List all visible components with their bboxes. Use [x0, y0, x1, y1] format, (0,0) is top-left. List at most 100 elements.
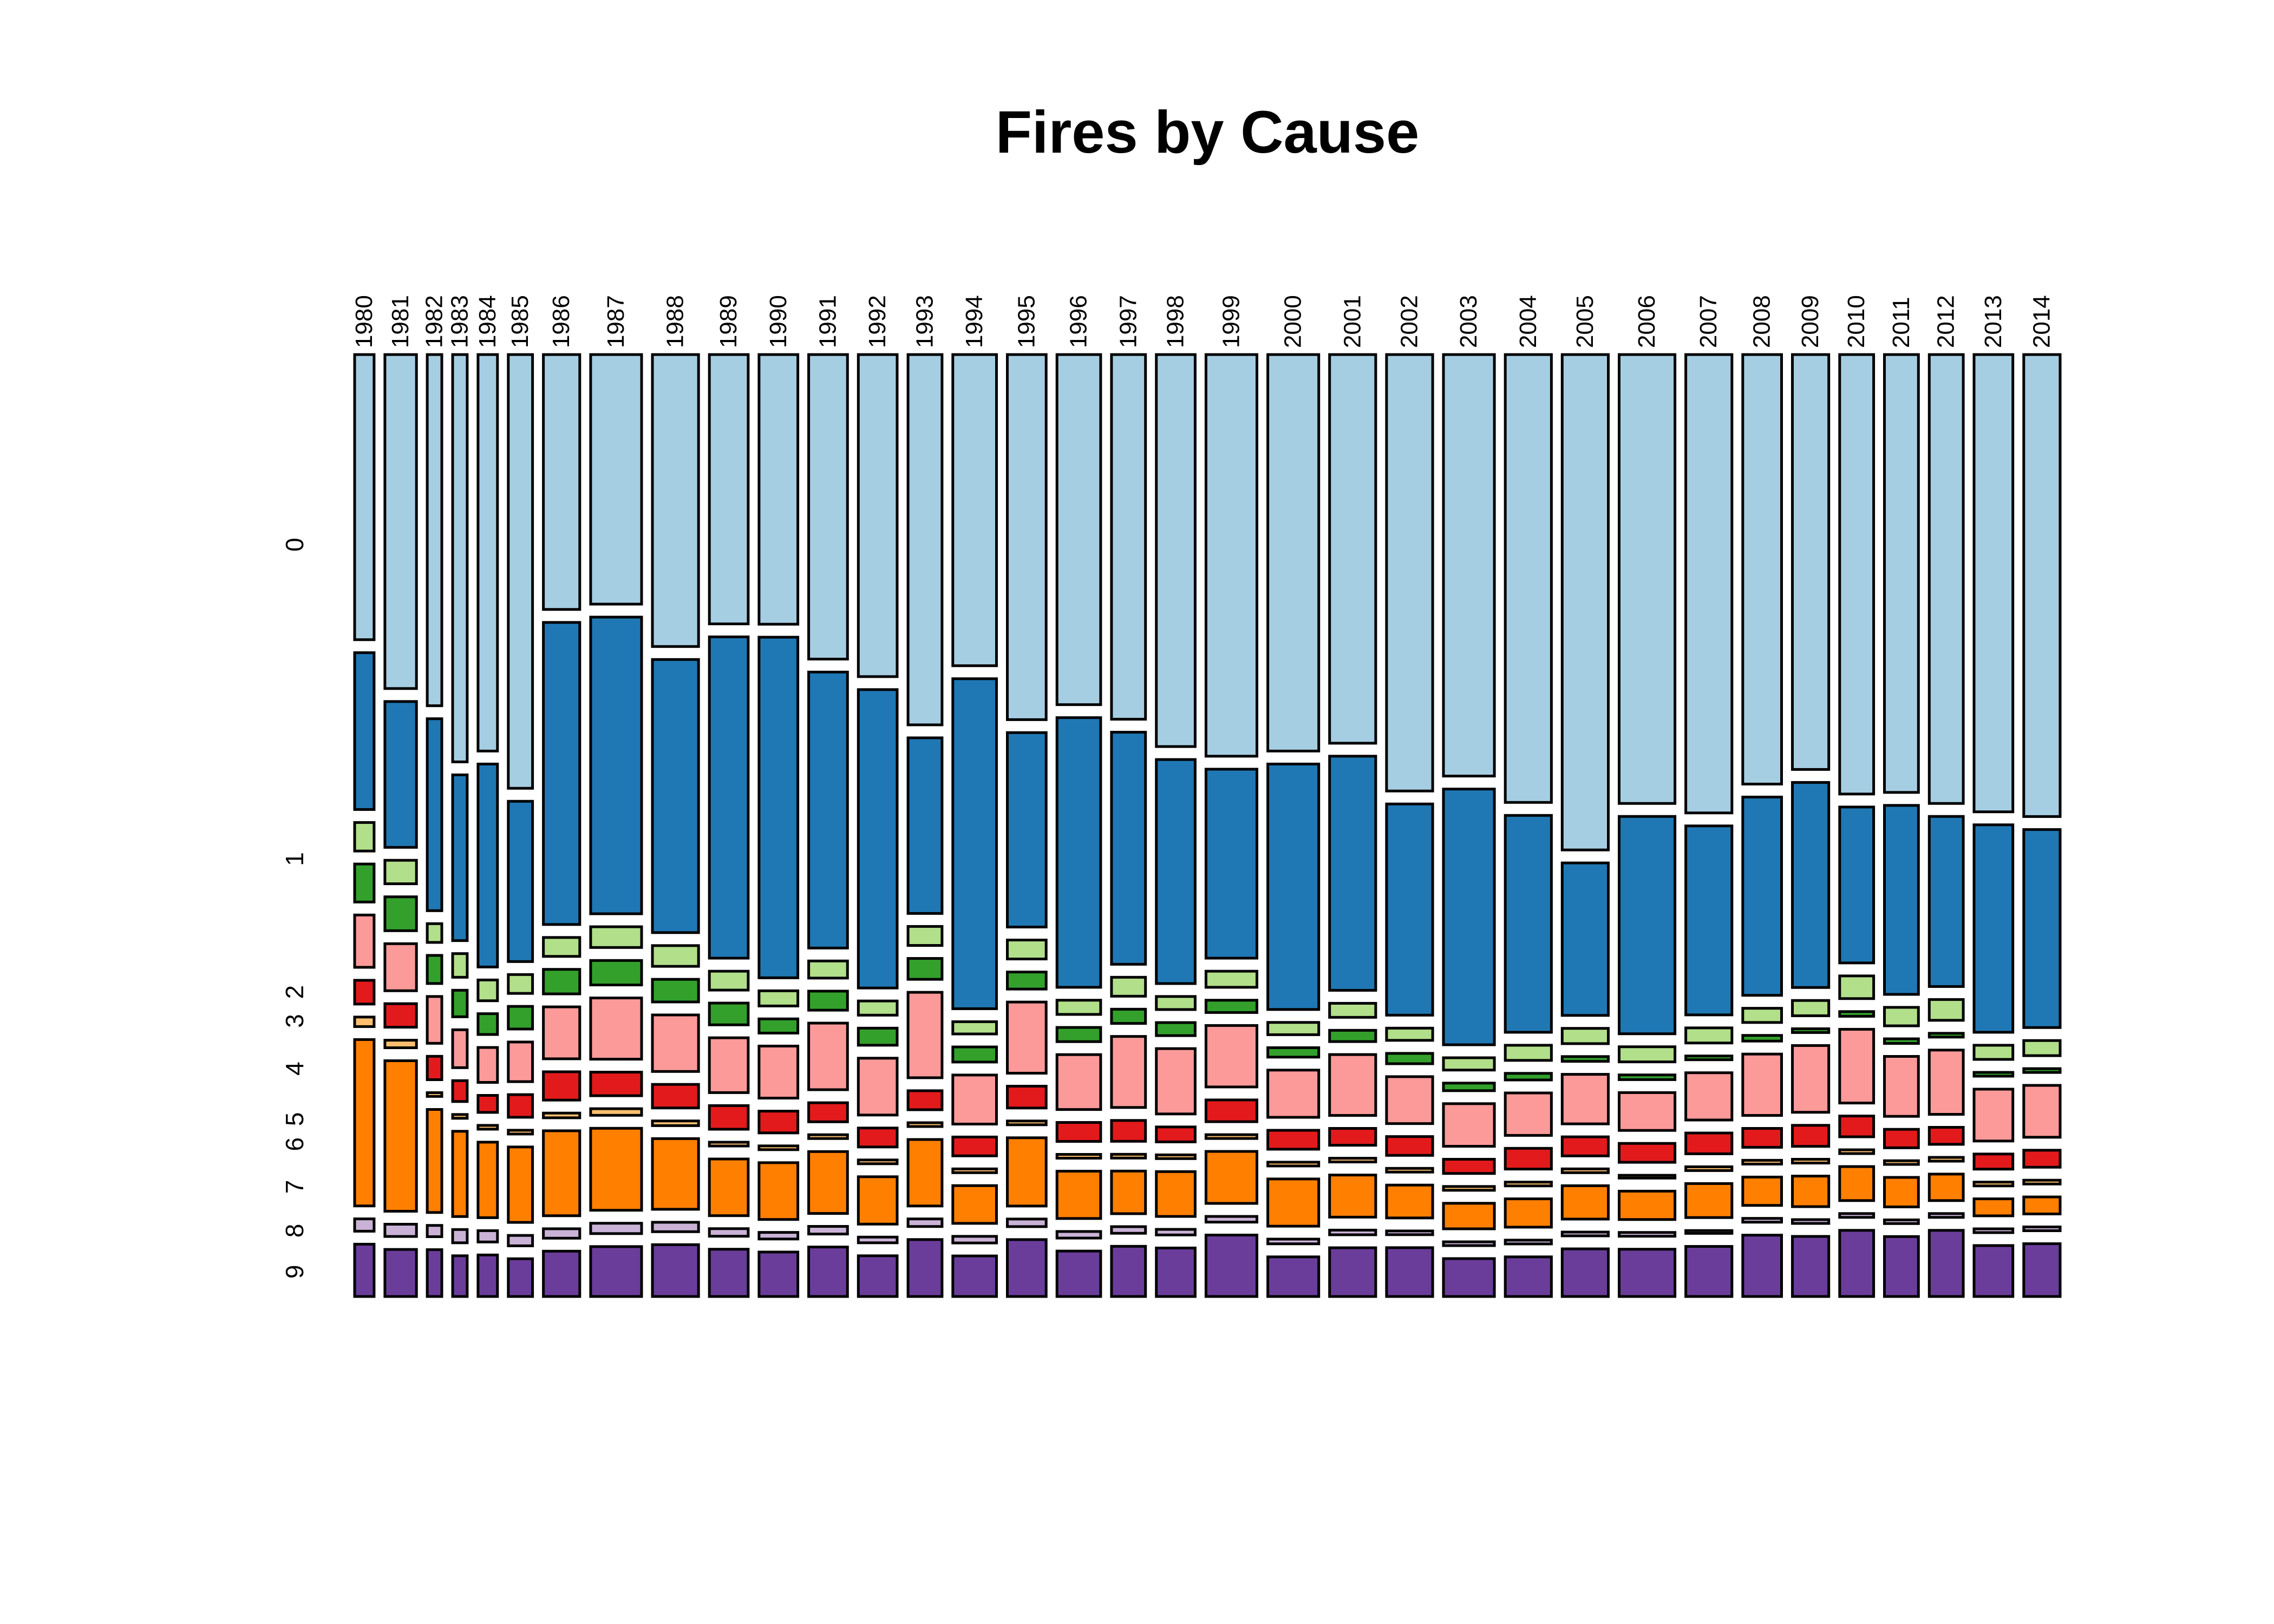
tile-2000-cause-5	[1266, 1129, 1321, 1151]
tile-1987-cause-4	[589, 997, 643, 1061]
tile-1980-cause-9	[353, 1242, 376, 1298]
x-tick-label: 2013	[1980, 295, 2007, 348]
tile-1995-cause-8	[1006, 1217, 1048, 1228]
tile-1989-cause-0	[708, 353, 750, 625]
tile-2003-cause-5	[1442, 1158, 1496, 1175]
tile-2011-cause-1	[1883, 804, 1920, 996]
x-tick-label: 1980	[351, 295, 377, 348]
x-tick-label: 2003	[1455, 295, 1482, 348]
tile-1992-cause-9	[857, 1254, 899, 1298]
x-tick-label: 2001	[1339, 295, 1365, 348]
tile-2013-cause-4	[1972, 1088, 2015, 1143]
tile-1985-cause-5	[507, 1093, 534, 1119]
tile-1987-cause-8	[589, 1222, 643, 1235]
tile-1991-cause-0	[807, 353, 849, 660]
tile-2014-cause-5	[2022, 1149, 2062, 1169]
x-tick-label: 1987	[603, 295, 629, 348]
tile-2011-cause-6	[1883, 1159, 1920, 1166]
tile-2014-cause-9	[2022, 1242, 2062, 1298]
tile-2014-cause-1	[2022, 828, 2062, 1029]
tile-2002-cause-0	[1385, 353, 1434, 793]
tile-1993-cause-2	[906, 925, 944, 947]
tile-2014-cause-4	[2022, 1084, 2062, 1139]
tile-1997-cause-5	[1110, 1119, 1147, 1143]
tile-2007-cause-7	[1684, 1182, 1734, 1219]
tile-1995-cause-7	[1006, 1136, 1048, 1208]
tile-1999-cause-0	[1204, 353, 1258, 758]
tile-1997-cause-1	[1110, 731, 1147, 966]
tile-2001-cause-8	[1328, 1228, 1377, 1236]
tile-2005-cause-8	[1560, 1230, 1610, 1237]
tile-1998-cause-3	[1155, 1021, 1197, 1037]
tile-1996-cause-3	[1055, 1026, 1102, 1043]
x-tick-label: 1984	[474, 295, 501, 348]
x-tick-label: 1998	[1162, 295, 1189, 348]
tile-2006-cause-6	[1618, 1174, 1677, 1180]
tile-2007-cause-1	[1684, 824, 1734, 1017]
tile-2008-cause-7	[1741, 1175, 1783, 1207]
tile-1994-cause-4	[951, 1073, 998, 1126]
tile-1995-cause-1	[1006, 731, 1048, 929]
tile-1984-cause-7	[476, 1141, 499, 1219]
x-tick-label: 1988	[662, 295, 689, 348]
tile-1981-cause-0	[383, 353, 418, 690]
tile-2003-cause-1	[1442, 788, 1496, 1046]
tile-2014-cause-0	[2022, 353, 2062, 818]
mosaic-tiles	[353, 353, 2062, 1298]
tile-2010-cause-6	[1838, 1148, 1876, 1155]
tile-2010-cause-0	[1838, 353, 1876, 796]
tile-2001-cause-5	[1328, 1127, 1377, 1147]
tile-2006-cause-2	[1618, 1045, 1677, 1064]
tile-2007-cause-9	[1684, 1245, 1734, 1298]
tile-2013-cause-3	[1972, 1071, 2015, 1078]
tile-2009-cause-0	[1791, 353, 1831, 771]
tile-2012-cause-0	[1927, 353, 1965, 805]
tile-1983-cause-9	[451, 1254, 469, 1298]
tile-2013-cause-8	[1972, 1227, 2015, 1234]
tile-1983-cause-3	[451, 988, 469, 1018]
y-axis-tick-labels: 0 1 2 3 4 5 6 7 8 9	[280, 538, 309, 1279]
y-tick-label: 3	[280, 1014, 309, 1028]
tile-2000-cause-6	[1266, 1161, 1321, 1168]
tile-1984-cause-8	[476, 1229, 499, 1243]
tile-1988-cause-2	[651, 944, 700, 968]
tile-2007-cause-3	[1684, 1055, 1734, 1062]
tile-2011-cause-3	[1883, 1037, 1920, 1045]
tile-1985-cause-7	[507, 1145, 534, 1224]
tile-1993-cause-6	[906, 1121, 944, 1128]
tile-2011-cause-4	[1883, 1055, 1920, 1118]
tile-2013-cause-1	[1972, 823, 2015, 1034]
tile-1981-cause-2	[383, 859, 418, 886]
tile-2006-cause-7	[1618, 1189, 1677, 1221]
tile-1987-cause-3	[589, 959, 643, 987]
tile-1993-cause-3	[906, 957, 944, 981]
tile-2009-cause-2	[1791, 999, 1831, 1017]
tile-1996-cause-5	[1055, 1121, 1102, 1143]
tile-1984-cause-5	[476, 1094, 499, 1114]
tile-2006-cause-8	[1618, 1231, 1677, 1238]
tile-1985-cause-1	[507, 800, 534, 963]
tile-2002-cause-3	[1385, 1052, 1434, 1065]
tile-2009-cause-7	[1791, 1175, 1831, 1208]
tile-1980-cause-2	[353, 821, 376, 853]
x-tick-label: 2006	[1633, 295, 1660, 348]
tile-2007-cause-2	[1684, 1026, 1734, 1045]
tile-2009-cause-3	[1791, 1027, 1831, 1034]
tile-1990-cause-9	[757, 1250, 800, 1298]
tile-2009-cause-8	[1791, 1218, 1831, 1225]
tile-1984-cause-9	[476, 1253, 499, 1298]
tile-1986-cause-8	[542, 1227, 581, 1240]
tile-2010-cause-4	[1838, 1027, 1876, 1105]
tile-1995-cause-2	[1006, 939, 1048, 960]
tile-1999-cause-2	[1204, 970, 1258, 989]
tile-2005-cause-3	[1560, 1055, 1610, 1063]
tile-2005-cause-2	[1560, 1027, 1610, 1045]
tile-1989-cause-5	[708, 1104, 750, 1131]
tile-2002-cause-8	[1385, 1229, 1434, 1236]
y-tick-label: 6	[280, 1137, 309, 1151]
x-tick-label: 2007	[1695, 295, 1722, 348]
tile-2003-cause-7	[1442, 1202, 1496, 1230]
tile-2004-cause-9	[1504, 1255, 1553, 1298]
tile-1981-cause-3	[383, 895, 418, 932]
tile-1986-cause-6	[542, 1111, 581, 1119]
